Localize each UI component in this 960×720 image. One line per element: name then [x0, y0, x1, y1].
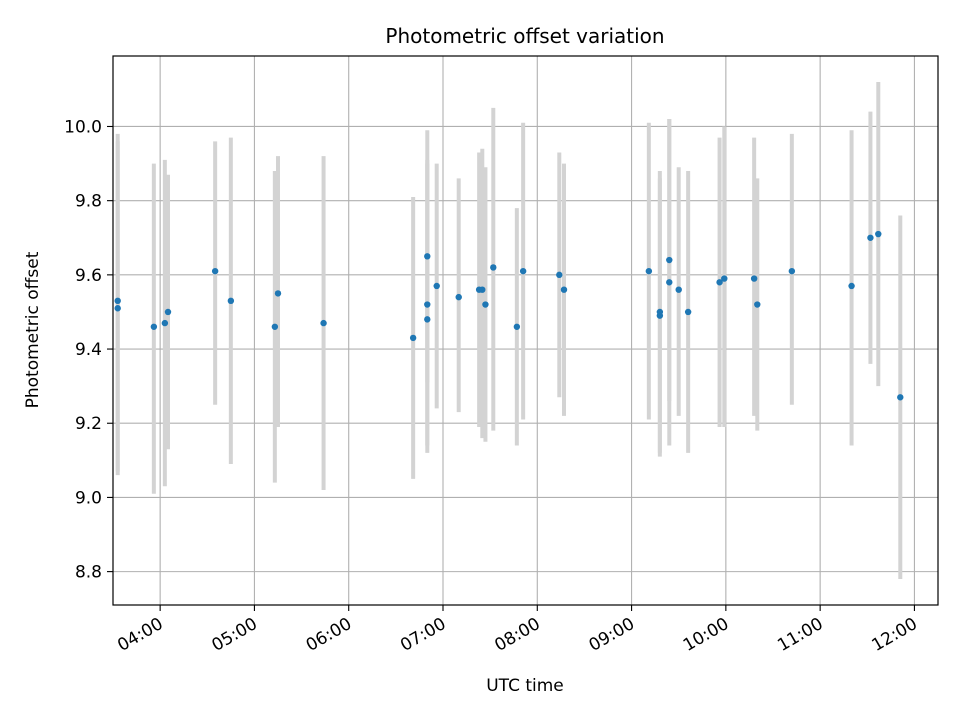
data-point — [848, 282, 855, 290]
data-point — [684, 308, 692, 316]
data-point — [433, 282, 440, 290]
data-point — [164, 308, 172, 316]
data-point — [227, 297, 235, 305]
data-point — [666, 256, 673, 264]
data-point — [455, 293, 462, 301]
chart-title: Photometric offset variation — [385, 24, 664, 48]
y-tick-label: 10.0 — [64, 117, 102, 137]
data-point — [560, 286, 568, 293]
data-points — [114, 230, 904, 401]
data-point — [716, 279, 723, 286]
y-tick-label: 9.2 — [75, 414, 102, 434]
data-point — [114, 297, 121, 305]
y-tick-label: 9.4 — [75, 340, 102, 360]
data-point — [490, 264, 497, 271]
y-tick-label: 8.8 — [75, 563, 102, 583]
data-point — [645, 267, 653, 275]
data-point — [656, 312, 664, 319]
plot-area — [113, 56, 938, 605]
data-point — [897, 394, 904, 401]
data-point — [274, 290, 282, 297]
data-point — [675, 286, 682, 293]
data-point — [424, 301, 431, 308]
data-point — [666, 279, 673, 286]
data-point — [482, 301, 489, 308]
data-point — [556, 271, 563, 279]
y-tick-label: 9.6 — [75, 266, 102, 286]
data-point — [271, 323, 279, 330]
data-point — [867, 234, 874, 241]
data-point — [513, 323, 521, 330]
y-tick-label: 9.0 — [75, 488, 102, 508]
data-point — [161, 319, 169, 327]
data-point — [409, 334, 417, 342]
data-point — [721, 275, 728, 282]
grid — [113, 56, 938, 605]
data-point — [788, 267, 796, 275]
data-point — [114, 305, 121, 312]
y-axis-label: Photometric offset — [23, 251, 43, 408]
data-point — [479, 286, 486, 293]
y-axis-ticks: 8.8 9.0 9.2 9.4 9.6 9.8 10.0 — [64, 117, 113, 583]
data-point — [424, 316, 431, 323]
data-point — [750, 275, 758, 282]
data-point — [424, 253, 431, 260]
plot-frame — [112, 55, 939, 606]
y-tick-label: 9.8 — [75, 192, 102, 212]
data-point — [875, 230, 882, 238]
data-point — [320, 319, 327, 327]
x-axis-label: UTC time — [486, 676, 564, 696]
data-point — [754, 301, 761, 308]
data-point — [211, 267, 219, 275]
data-point — [150, 323, 158, 330]
data-point — [519, 267, 527, 275]
